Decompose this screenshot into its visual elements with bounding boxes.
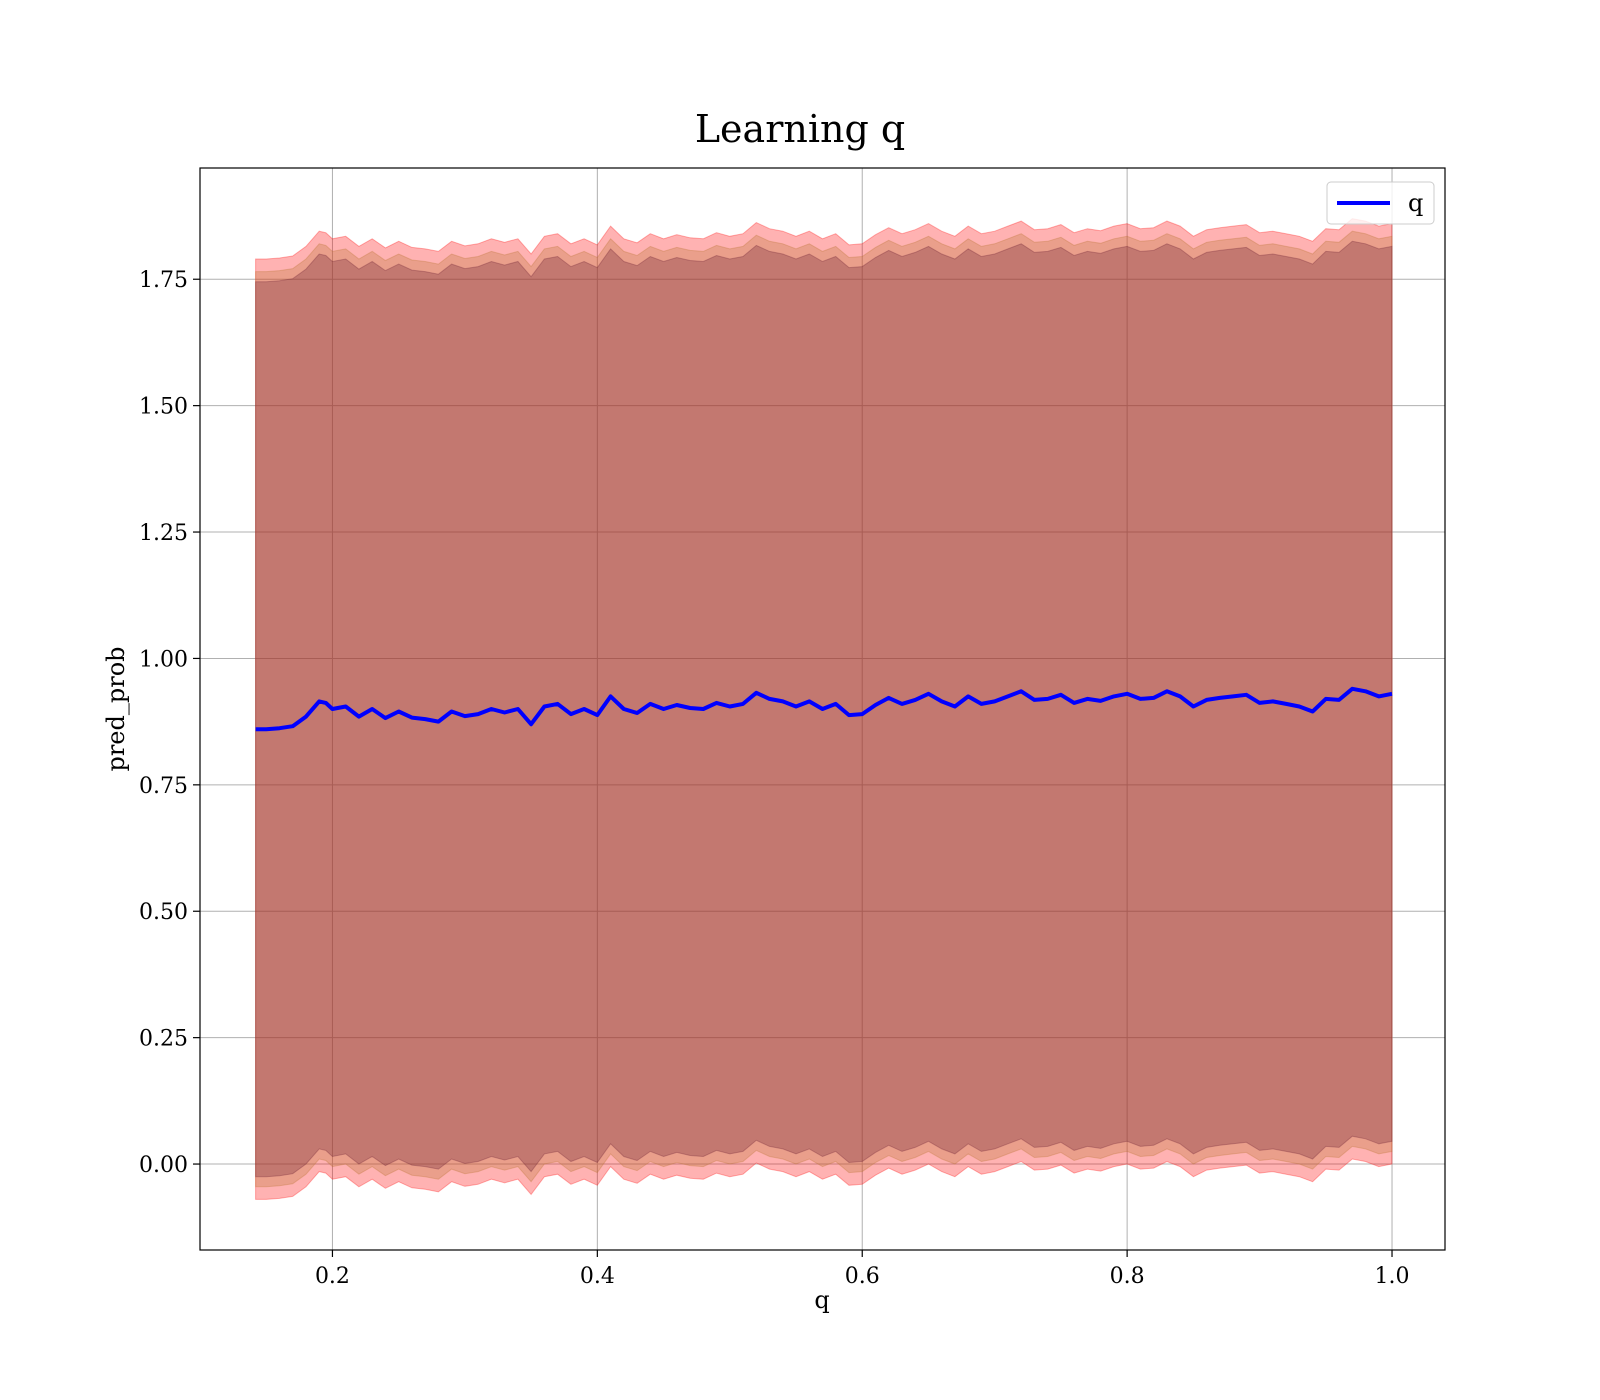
x-tick-label: 0.6 <box>845 1264 880 1289</box>
y-tick-label: 1.00 <box>139 647 188 672</box>
y-tick-label: 1.25 <box>139 521 188 546</box>
x-axis-label: q <box>814 1286 829 1314</box>
y-axis-label: pred_prob <box>102 646 130 771</box>
grid <box>200 168 1445 1250</box>
y-tick-label: 1.50 <box>139 395 188 420</box>
x-tick-label: 1.0 <box>1375 1264 1410 1289</box>
y-tick-label: 0.25 <box>139 1027 188 1052</box>
y-tick-label: 0.75 <box>139 774 188 799</box>
y-tick-label: 0.50 <box>139 900 188 925</box>
y-axis-ticks: 0.00 0.25 0.50 0.75 1.00 1.25 1.50 1.75 <box>139 268 200 1178</box>
series-line-q <box>255 686 1393 732</box>
x-tick-label: 0.4 <box>580 1264 615 1289</box>
y-tick-label: 1.75 <box>139 268 188 293</box>
y-tick-label: 0.00 <box>139 1153 188 1178</box>
plot-frame <box>199 167 1446 1251</box>
x-tick-label: 0.2 <box>315 1264 350 1289</box>
x-axis-ticks: 0.2 0.4 0.6 0.8 1.0 <box>315 1250 1410 1289</box>
legend: q <box>1326 181 1435 225</box>
x-tick-label: 0.8 <box>1110 1264 1145 1289</box>
chart-title: Learning q <box>695 107 905 151</box>
legend-label-q: q <box>1408 189 1423 217</box>
series-lines <box>255 686 1393 732</box>
